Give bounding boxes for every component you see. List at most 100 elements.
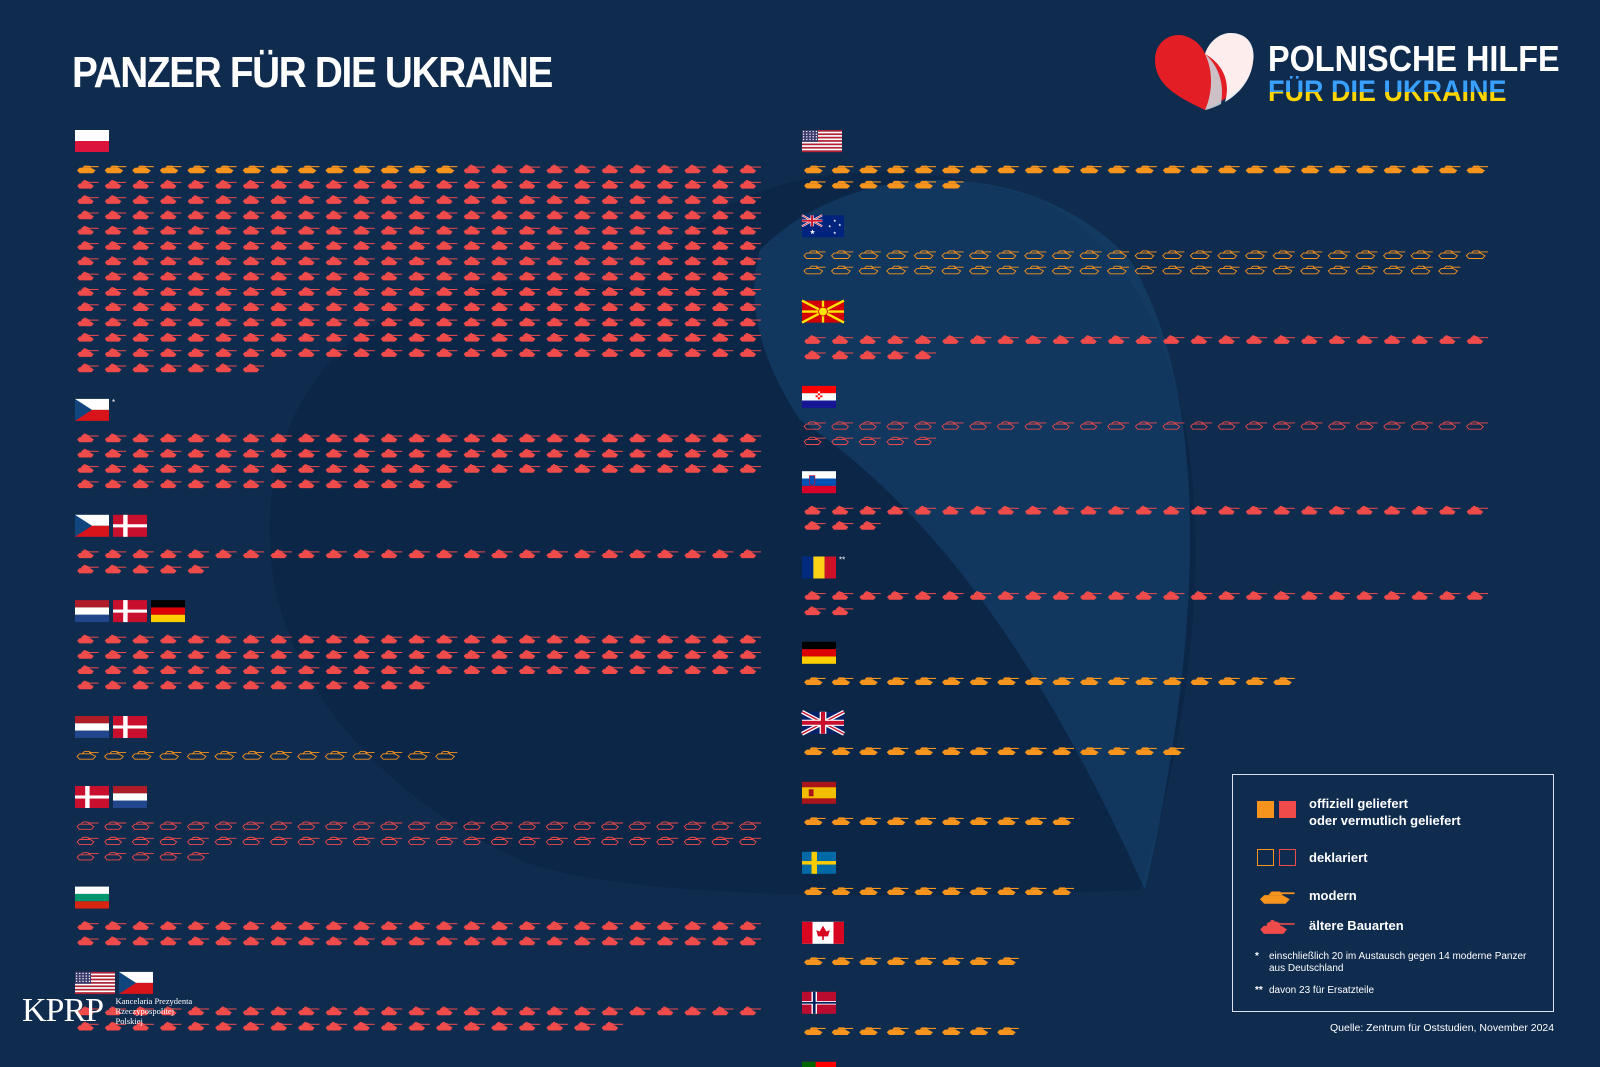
tank-older-icon [269,821,293,830]
tank-older-icon [352,821,375,830]
tank-older-icon [859,505,881,515]
tank-older-icon [739,433,761,443]
tank-older-icon [408,302,430,311]
tank-older-icon [1410,421,1434,430]
tank-older-icon [601,821,624,830]
tank-older-icon [325,936,347,946]
tank-modern-icon [1273,677,1295,685]
tank-older-icon [242,836,265,846]
tank-older-icon [160,180,182,189]
tank-older-icon [546,650,568,659]
tank-older-icon [629,271,651,281]
tank-older-icon [463,650,485,659]
tank-older-icon [436,921,458,930]
footnote-marker: * [112,398,115,407]
tank-older-icon [831,335,854,344]
tank-modern-icon [1107,165,1130,174]
legend-modern-tank-icon [1255,889,1297,905]
tank-older-icon [712,921,734,930]
tank-modern-icon [1162,747,1185,755]
tank-older-icon [215,210,237,220]
tank-older-icon [518,256,541,266]
tank-older-icon [1162,421,1185,430]
tank-modern-icon [942,180,964,189]
tank-older-icon [325,287,347,296]
flag-cz-icon [75,398,109,421]
tank-older-icon [352,836,375,846]
flag-dk-icon [113,514,147,537]
tank-older-icon [215,650,237,659]
tank-older-icon [574,195,596,204]
tank-older-icon [1466,335,1488,344]
tank-modern-icon [914,180,936,189]
tank-modern-icon [996,250,1020,259]
tank-modern-icon [858,250,882,259]
tank-older-icon [408,195,430,204]
tank-older-icon [601,650,623,659]
tank-modern-icon [859,957,881,965]
tank-older-icon [104,210,127,220]
tank-older-icon [436,333,458,342]
legend-note-1-line-1: einschließlich 20 im Austausch gegen 14 … [1269,951,1527,962]
tank-older-icon [436,302,458,311]
tank-modern-icon [408,165,430,174]
tank-older-icon [573,821,596,830]
tank-older-icon [104,348,127,357]
tank-older-icon [436,936,458,946]
tank-older-icon [187,241,209,250]
tank-older-icon [463,225,485,235]
tank-older-icon [629,650,651,659]
tank-older-icon [712,256,734,266]
tank-older-icon [187,921,209,930]
tank-older-icon [380,921,403,930]
tank-older-icon [684,287,706,296]
tank-older-icon [77,256,99,266]
tank-older-icon [491,256,513,266]
tank-older-icon [160,302,182,311]
tank-older-icon [104,464,127,473]
tank-older-icon [463,302,485,311]
tank-older-icon [886,421,909,430]
tank-older-icon [601,302,623,311]
tank-older-icon [187,195,209,204]
tank-older-icon [942,591,964,600]
tank-older-icon [353,241,375,250]
tank-older-icon [491,195,513,204]
tank-older-icon [436,287,458,296]
tank-modern-icon [1189,250,1213,259]
tank-older-icon [518,936,541,946]
tank-older-icon [270,1006,292,1016]
tank-older-icon [656,180,679,189]
tank-older-icon [215,464,237,473]
tank-older-icon [353,680,375,690]
tank-older-icon [1218,591,1240,600]
tank-modern-icon [1383,165,1406,174]
tank-older-icon [859,591,881,600]
tank-older-icon [353,195,375,204]
tank-older-icon [712,302,734,311]
tank-older-icon [1466,505,1488,515]
tank-older-icon [712,448,734,458]
legend-swatch-older-filled [1279,801,1296,818]
tank-modern-icon [859,1027,881,1035]
tank-older-icon [353,936,375,946]
tank-modern-icon [913,265,937,275]
tank-older-icon [684,549,706,559]
tank-older-icon [215,333,237,342]
tank-older-icon [298,433,320,443]
tank-older-icon [242,1006,265,1016]
tank-older-icon [77,333,99,342]
tank-older-icon [1190,421,1213,430]
tank-older-icon [1218,505,1240,515]
tank-modern-icon [1107,677,1130,685]
tank-older-icon [132,650,154,659]
tank-older-icon [1300,421,1323,430]
tank-modern-icon [1465,250,1489,259]
tank-older-icon [325,1021,347,1031]
flag-si-icon [802,471,836,494]
tank-older-icon [491,650,513,659]
tank-older-icon [656,936,679,946]
tank-older-icon [159,821,182,830]
tank-older-icon [518,464,541,473]
tank-modern-icon [831,747,854,755]
